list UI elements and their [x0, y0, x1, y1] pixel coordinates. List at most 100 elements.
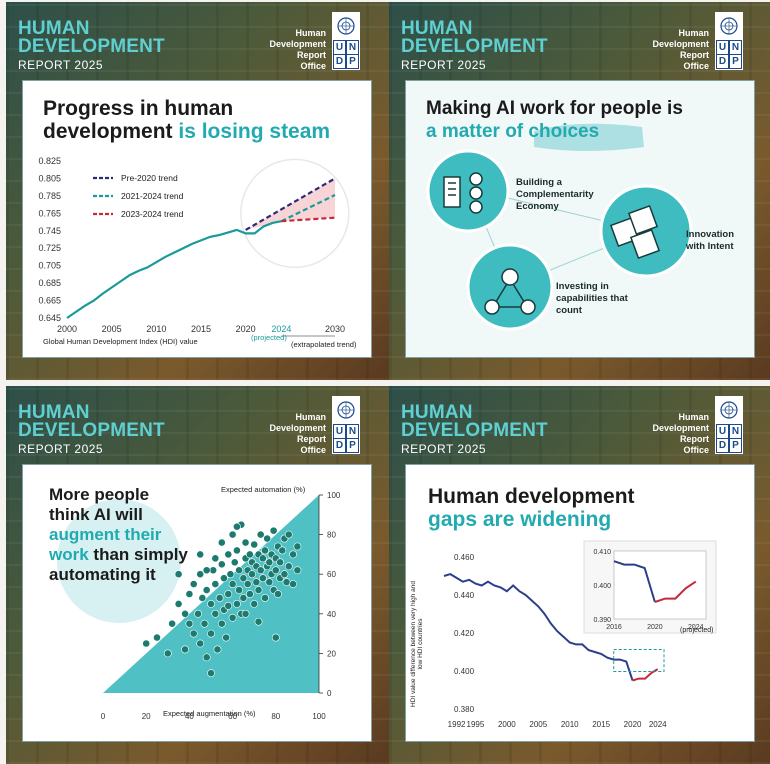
un-emblem-icon	[720, 401, 738, 419]
scatter-point	[174, 570, 183, 579]
y-tick-label: 0.705	[38, 261, 61, 271]
scatter-point	[265, 558, 274, 567]
card-progress: Progress in human development is losing …	[22, 80, 372, 358]
scatter-point	[207, 599, 215, 608]
scatter-point	[241, 538, 250, 547]
y-tick-label: 0.805	[38, 173, 61, 183]
scatter-point	[228, 580, 237, 588]
scatter-point	[207, 629, 215, 638]
scatter-point	[250, 540, 259, 549]
scatter-point	[245, 590, 254, 598]
title-backdrop	[57, 499, 181, 623]
scatter-point	[181, 609, 189, 618]
y-tick-label: 0.765	[38, 208, 61, 218]
hdi-trend-chart: 0.825 0.805 0.785 0.765 0.745 0.725 0.705 0.685…	[38, 156, 350, 337]
inset-y-tick-label: 0.410	[593, 549, 611, 556]
inset-series-line	[654, 580, 697, 603]
inset-projected-label: (projected)	[680, 627, 714, 634]
scatter-point	[196, 570, 205, 579]
scatter-point	[282, 578, 291, 587]
scatter-point	[168, 619, 177, 628]
panel1-title: Progress in human development is losing …	[43, 97, 331, 143]
bubble-capabilities	[466, 243, 554, 331]
x-tick-label: 2005	[102, 324, 122, 334]
y-tick-label: 60	[327, 570, 336, 579]
x-tick-label: 60	[228, 712, 237, 721]
scatter-point	[261, 594, 269, 602]
scatter-point	[211, 554, 220, 563]
scatter-point	[235, 586, 243, 594]
scatter-point	[271, 633, 280, 642]
scatter-point	[248, 570, 256, 579]
bubble1-label: Building a Complementarity Economy	[516, 177, 594, 212]
x-tick-label: 2024	[649, 720, 667, 729]
zoom-box	[613, 649, 665, 672]
puzzle-icon	[609, 204, 661, 260]
y-tick-label: 0.400	[454, 667, 475, 676]
scatter-point	[284, 530, 293, 539]
augmentation-axis-label: Expected augmentation (%)	[163, 709, 256, 718]
scatter-point	[153, 633, 161, 642]
scatter-point	[209, 566, 218, 575]
hdi-gap-chart: 0.460 0.440 0.420 0.400 0.380 1992 1995 2000 200…	[443, 540, 717, 729]
y-tick-label: 80	[327, 531, 336, 540]
scatter-point	[269, 526, 278, 535]
scatter-point	[194, 609, 202, 618]
x-tick-label: 2020	[236, 324, 256, 334]
scatter-point	[254, 586, 263, 594]
scatter-point	[278, 546, 287, 555]
x-tick-label: 2010	[146, 324, 166, 334]
panel2-title: Making AI work for people is a matter of…	[426, 98, 683, 142]
y-tick-label: 0.440	[454, 591, 475, 600]
bubble3-label: Investing in capabilities that count	[556, 281, 628, 316]
scatter-point	[185, 619, 194, 628]
bubble-complementarity	[426, 149, 510, 233]
x-tick-label: 1995	[467, 720, 485, 729]
tile-gaps: HUMAN DEVELOPMENT REPORT 2025 Human Devel…	[389, 386, 770, 764]
x-tick-label: 20	[142, 712, 151, 721]
bubble2-label: Innovation with Intent	[686, 229, 735, 252]
scatter-point	[228, 613, 237, 622]
scatter-point	[293, 566, 302, 575]
scatter-point	[233, 522, 241, 531]
x-tick-label: 2010	[561, 720, 579, 729]
hdr-brand: HUMAN DEVELOPMENT REPORT 2025	[18, 18, 165, 72]
scatter-point	[220, 574, 228, 583]
office-label: Human Development Report Office	[269, 28, 326, 71]
building-people-icon	[443, 172, 483, 214]
legend-label: Pre-2020 trend	[121, 173, 178, 183]
inset-series-line	[613, 560, 656, 603]
inset-x-tick-label: 2020	[647, 624, 663, 631]
x-tick-label: 2000	[498, 720, 516, 729]
scatter-point	[163, 649, 172, 658]
ai-bubbles-diagram	[426, 123, 693, 331]
scatter-point	[224, 590, 233, 598]
scatter-point	[263, 534, 272, 543]
x-tick-label: 80	[271, 712, 280, 721]
scatter-point	[243, 580, 252, 588]
scatter-point	[284, 562, 293, 571]
legend-label: 2023-2024 trend	[121, 209, 184, 219]
scatter-point	[258, 574, 267, 583]
scatter-point	[256, 566, 265, 575]
y-tick-label: 0.785	[38, 191, 61, 201]
scatter-point	[274, 590, 282, 598]
x-tick-label: 2015	[592, 720, 610, 729]
scatter-point	[181, 645, 189, 654]
scatter-point	[228, 530, 237, 539]
scatter-point	[217, 538, 226, 547]
scatter-point	[213, 645, 222, 654]
series-line	[66, 220, 282, 319]
scatter-point	[217, 560, 226, 569]
x-tick-label: 2015	[191, 324, 211, 334]
scatter-point	[211, 609, 220, 618]
scatter-point	[233, 599, 241, 608]
scatter-point	[293, 542, 302, 551]
y-tick-label: 0.685	[38, 278, 61, 288]
series-line	[443, 573, 634, 681]
x-tick-label: 0	[101, 712, 106, 721]
choices-highlight	[534, 123, 644, 151]
y-tick-label: 0.380	[454, 705, 475, 714]
scatter-point	[198, 594, 207, 602]
series-line	[632, 668, 659, 682]
